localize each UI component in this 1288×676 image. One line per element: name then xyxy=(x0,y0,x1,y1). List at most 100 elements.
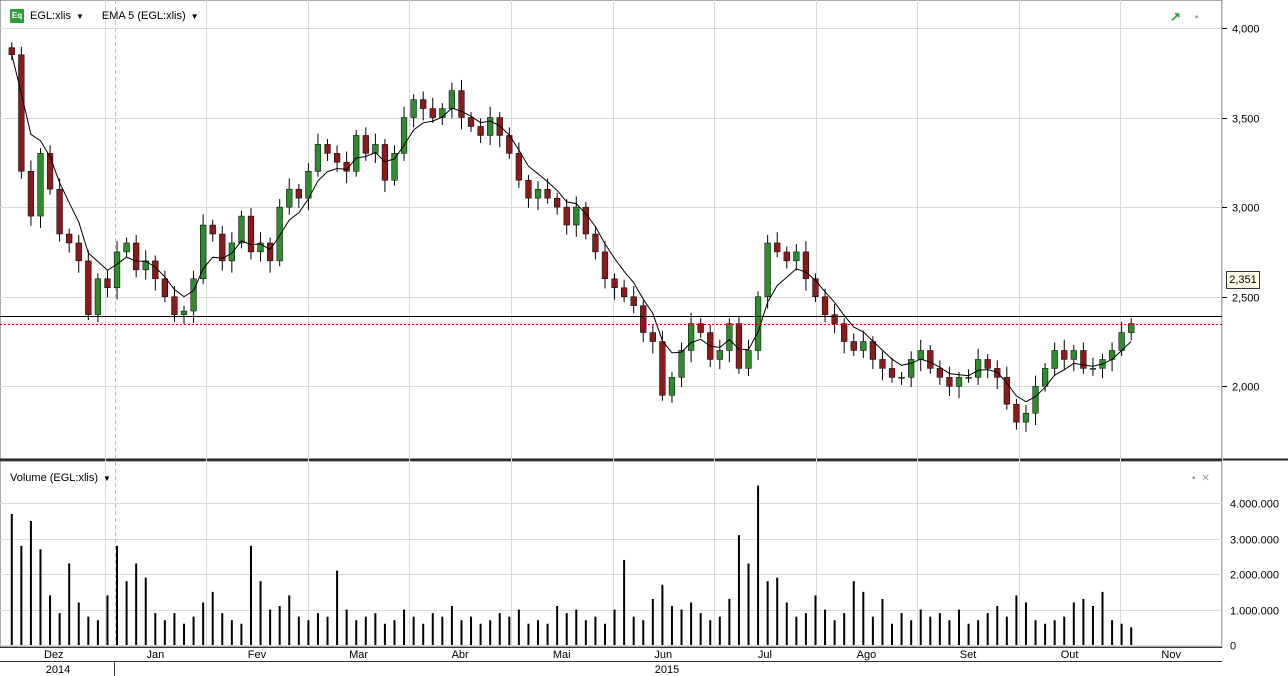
volume-bar xyxy=(575,609,578,645)
candle-body xyxy=(544,188,551,199)
candle-body xyxy=(735,323,743,369)
x-tick-label: Fev xyxy=(248,649,267,661)
candle-body xyxy=(592,233,599,253)
volume-bar xyxy=(795,616,798,645)
candle-body xyxy=(908,359,915,378)
maximize-icon[interactable]: ▪ xyxy=(1194,11,1199,23)
volume-bar xyxy=(728,598,731,645)
volume-bar xyxy=(737,535,740,645)
candle-body xyxy=(448,90,456,109)
volume-bar xyxy=(843,613,846,645)
candle-body xyxy=(113,251,121,289)
candle-body xyxy=(850,341,857,351)
candle-body xyxy=(621,287,628,297)
volume-bar xyxy=(642,620,645,645)
volume-bar xyxy=(230,620,233,645)
volume-bar xyxy=(785,602,788,645)
candle-body xyxy=(821,296,829,315)
volume-bar xyxy=(1024,602,1027,645)
x-tick-label: Dez xyxy=(44,649,64,661)
volume-bar xyxy=(29,520,32,645)
candle-body xyxy=(171,296,178,315)
volume-bar xyxy=(919,609,922,645)
candle-body xyxy=(180,310,188,315)
volume-bar xyxy=(565,613,568,645)
symbol-selector[interactable]: EGL:xlis xyxy=(30,10,71,22)
candle-body xyxy=(515,153,522,181)
volume-bar xyxy=(58,613,61,645)
candle-body xyxy=(563,206,570,226)
close-icon[interactable]: ✕ xyxy=(1201,473,1210,484)
volume-bar xyxy=(900,613,903,645)
candle-body xyxy=(965,377,972,379)
candle-body xyxy=(66,233,73,244)
candle-body xyxy=(286,188,293,208)
volume-bar xyxy=(613,609,616,645)
candle-body xyxy=(668,377,676,396)
volume-bar xyxy=(116,545,119,645)
candle-body xyxy=(936,368,943,378)
candle-body xyxy=(1041,368,1049,387)
candle-body xyxy=(601,251,609,280)
volume-bar xyxy=(814,595,817,645)
last-price-badge: 2,351 xyxy=(1226,271,1260,289)
y-tick-label: 3,500 xyxy=(1232,114,1260,126)
x-tick-label: Abr xyxy=(452,649,469,661)
dropdown-icon[interactable]: ▼ xyxy=(103,473,111,483)
trend-icon[interactable]: ↗ xyxy=(1170,9,1181,24)
candle-body xyxy=(18,54,25,172)
volume-bar xyxy=(106,595,109,645)
candle-body xyxy=(783,251,790,262)
volume-panel xyxy=(0,460,1223,648)
candle-body xyxy=(209,224,216,235)
volume-bar xyxy=(632,616,635,645)
candle-body xyxy=(219,233,226,262)
y-tick-label: 2,500 xyxy=(1232,293,1260,305)
candle-body xyxy=(161,278,168,297)
volume-bar xyxy=(326,616,329,645)
candle-body xyxy=(295,188,302,199)
candle-body xyxy=(429,108,436,118)
ema-selector[interactable]: EMA 5 (EGL:xlis) xyxy=(101,10,186,22)
volume-bar xyxy=(1101,591,1104,645)
candle-body xyxy=(793,251,800,262)
candle-body xyxy=(477,126,484,136)
volume-bar xyxy=(144,577,147,645)
dropdown-icon[interactable]: ▼ xyxy=(190,11,199,21)
candle-body xyxy=(831,314,838,324)
volume-bar xyxy=(881,598,884,645)
volume-bar xyxy=(910,620,913,645)
volume-bar xyxy=(393,620,396,645)
volume-bar xyxy=(297,616,300,645)
candle-body xyxy=(898,377,905,379)
volume-bar xyxy=(556,606,559,645)
volume-bar xyxy=(776,577,779,645)
x-tick-label: Jan xyxy=(147,649,165,661)
candle-body xyxy=(238,215,245,244)
volume-bar xyxy=(20,545,23,645)
volume-bar xyxy=(804,613,807,645)
candle-body xyxy=(1003,377,1010,405)
dropdown-icon[interactable]: ▼ xyxy=(75,11,84,21)
candle-body xyxy=(458,90,465,118)
candle-body xyxy=(75,242,82,262)
maximize-icon[interactable]: ▪ xyxy=(1192,473,1196,484)
candle-body xyxy=(917,350,924,360)
volume-bar xyxy=(249,545,252,645)
volume-bar xyxy=(39,549,42,645)
volume-bar xyxy=(690,602,693,645)
volume-bar xyxy=(460,620,463,645)
x-tick-label: Mar xyxy=(349,649,368,661)
volume-bar xyxy=(441,616,444,645)
candle-body xyxy=(439,108,446,118)
volume-bar xyxy=(1120,623,1123,645)
volume-bar xyxy=(957,609,960,645)
candle-body xyxy=(353,135,360,172)
volume-selector[interactable]: Volume (EGL:xlis) xyxy=(10,472,99,484)
ema-line xyxy=(11,54,1132,403)
candle-body xyxy=(534,188,542,199)
volume-bar xyxy=(891,623,894,645)
volume-bar xyxy=(1005,616,1008,645)
volume-bar xyxy=(938,613,941,645)
volume-bar xyxy=(307,620,310,645)
